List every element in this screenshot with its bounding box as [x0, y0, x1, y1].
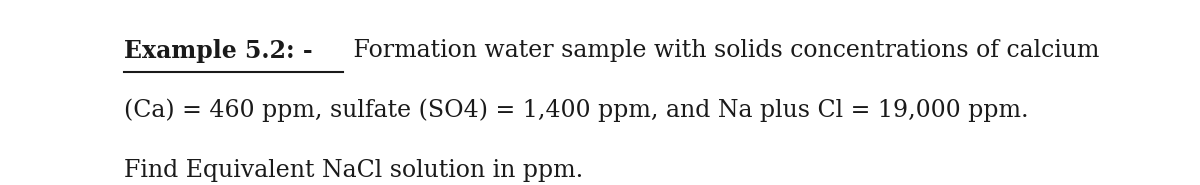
Text: (Ca) = 460 ppm, sulfate (SO4) = 1,400 ppm, and Na plus Cl = 19,000 ppm.: (Ca) = 460 ppm, sulfate (SO4) = 1,400 pp… [124, 99, 1028, 122]
Text: Find Equivalent NaCl solution in ppm.: Find Equivalent NaCl solution in ppm. [124, 159, 583, 182]
Text: Example 5.2: -: Example 5.2: - [124, 39, 313, 63]
Text: Formation water sample with solids concentrations of calcium: Formation water sample with solids conce… [346, 39, 1099, 62]
